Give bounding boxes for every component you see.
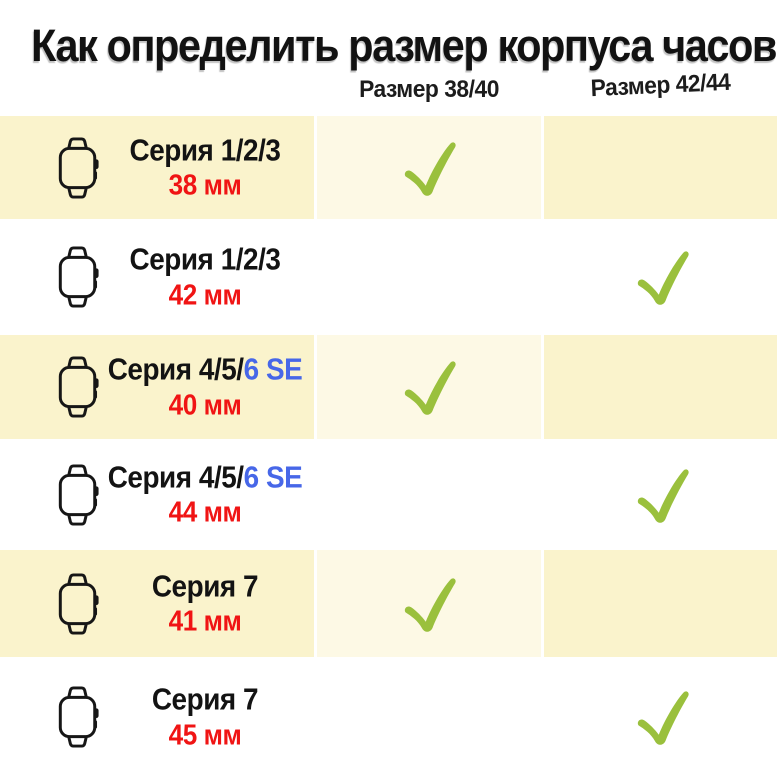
series-highlight: 6 SE	[243, 458, 303, 494]
table-row: Серия 7 41 мм	[0, 550, 777, 657]
column-header-38-40: Размер 38/40	[359, 76, 499, 103]
apple-watch-icon	[56, 463, 100, 527]
apple-watch-icon	[56, 245, 100, 309]
table-row: Серия 7 45 мм	[0, 657, 777, 777]
series-name: Серия 4/5/	[107, 458, 244, 494]
case-size-label: 44 мм	[168, 496, 242, 529]
row-tint-left	[0, 550, 314, 657]
row-label: Серия 1/2/3 42 мм	[102, 241, 309, 312]
row-label: Серия 4/5/6 SE 40 мм	[102, 351, 309, 422]
row-tint-left	[0, 335, 314, 439]
table-row: Серия 1/2/3 38 мм	[0, 116, 777, 219]
case-size-label: 45 мм	[168, 719, 242, 752]
check-mark-icon	[399, 356, 457, 418]
check-mark-icon	[399, 573, 457, 635]
apple-watch-icon	[56, 136, 100, 200]
row-tint-right	[544, 550, 777, 657]
case-size-label: 41 мм	[168, 605, 242, 638]
row-tint-middle	[317, 335, 541, 439]
row-tint-right	[544, 335, 777, 439]
column-header-42-44: Размер 42/44	[590, 68, 731, 103]
series-name: Серия 7	[151, 681, 259, 717]
row-tint-left	[0, 116, 314, 219]
table-row: Серия 1/2/3 42 мм	[0, 219, 777, 335]
apple-watch-icon	[56, 685, 100, 749]
size-table: Серия 1/2/3 38 мм Серия 1/2/3 42 мм	[0, 116, 777, 777]
case-size-label: 40 мм	[168, 389, 242, 422]
row-tint-right	[544, 116, 777, 219]
row-tint-middle	[317, 550, 541, 657]
row-label: Серия 7 45 мм	[102, 681, 309, 752]
row-label: Серия 1/2/3 38 мм	[102, 131, 309, 202]
series-highlight: 6 SE	[243, 351, 303, 387]
row-label: Серия 4/5/6 SE 44 мм	[102, 458, 309, 529]
row-tint-middle	[317, 116, 541, 219]
check-mark-icon	[399, 137, 457, 199]
series-name: Серия 4/5/	[107, 351, 244, 387]
series-name: Серия 1/2/3	[129, 131, 281, 167]
row-label: Серия 7 41 мм	[102, 567, 309, 638]
page-title: Как определить размер корпуса часов	[31, 20, 777, 71]
check-mark-icon	[632, 246, 690, 308]
apple-watch-icon	[56, 355, 100, 419]
table-row: Серия 4/5/6 SE 40 мм	[0, 335, 777, 439]
case-size-label: 42 мм	[168, 279, 242, 312]
table-row: Серия 4/5/6 SE 44 мм	[0, 439, 777, 550]
series-name: Серия 7	[151, 567, 259, 603]
check-mark-icon	[632, 686, 690, 748]
case-size-label: 38 мм	[168, 169, 242, 202]
series-name: Серия 1/2/3	[129, 241, 281, 277]
apple-watch-icon	[56, 572, 100, 636]
check-mark-icon	[632, 464, 690, 526]
